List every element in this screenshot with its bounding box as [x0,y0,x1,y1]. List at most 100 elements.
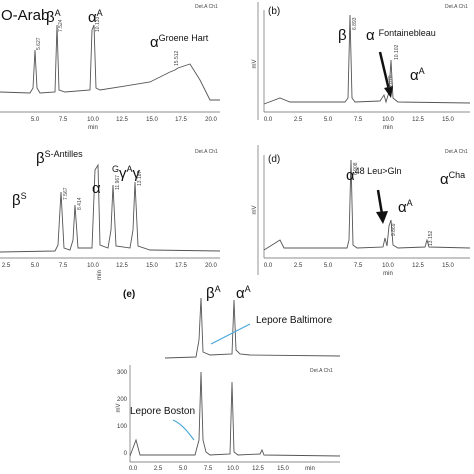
x-tick-label: 7.5 [354,117,363,123]
peak-label: α48 Leu>Gln [346,166,401,184]
panel-e: (e) βA αA Lepore Baltimore Lepore Boston… [116,284,341,472]
peak-label: β [338,27,347,44]
arrow [210,323,251,345]
peak-label: βS-Antilles [36,149,83,167]
x-tick-label: 10.0 [382,117,394,123]
retention-time: 10.102 [394,44,400,60]
x-tick-label: 5.0 [179,466,188,472]
x-tick-label: 12.5 [116,263,128,269]
retention-time: 9.870 [388,75,394,88]
peak-label: βS [12,191,27,209]
arrow [376,189,384,215]
detector: Det.A Ch1 [445,4,468,10]
x-tick-label: 0.0 [264,117,273,123]
peak-label: αA [410,66,425,84]
arrow [378,51,391,91]
x-tick-label: 12.5 [412,263,424,269]
retention-time: 13.152 [428,230,434,246]
peak-label: αGroene Hart [150,33,209,51]
x-tick-label: 10.0 [227,466,239,472]
peak-label: GγAγ [112,164,141,182]
retention-time: 9.869 [391,223,397,236]
detector: Det.A Ch1 [195,4,218,10]
x-tick-label: 5.0 [324,117,333,123]
x-tick-label: 17.5 [175,263,187,269]
x-tick-label: 0.0 [129,466,138,472]
panel-c: βS-Antilles βS α GγAγ 7.567 8.414 11.967… [0,149,221,280]
chromatogram [0,24,220,101]
x-tick-label: 15.0 [146,117,158,123]
y-tick-label: 0 [124,451,128,457]
annotation: Lepore Boston [130,406,195,417]
x-tick-label: 12.5 [116,117,128,123]
chromatogram-upper [164,297,341,359]
x-tick-label: 12.5 [252,466,264,472]
retention-time: 7.524 [58,19,64,32]
x-tick-label: 2.5 [294,263,303,269]
chromatogram [263,14,471,105]
x-tick-label: 2.5 [154,466,163,472]
x-tick-label: 17.5 [175,117,187,123]
retention-time: 5.627 [36,37,42,50]
x-tick-label: 15.0 [442,117,454,123]
retention-time: 15.512 [174,50,180,66]
x-tick-label: 7.5 [204,466,213,472]
x-tick-label: 10.0 [87,263,99,269]
x-tick-label: 20.0 [205,263,217,269]
panel-d: (d) α48 Leu>Gln αA αCha 6.908 9.869 13.1… [252,145,471,277]
arrow [172,419,195,441]
x-tick-label: 15.0 [442,263,454,269]
arrow-head [376,211,388,224]
chromatogram-lower [129,371,341,457]
x-tick-label: 0.0 [264,263,273,269]
panel-label: (e) [123,289,135,300]
retention-time: 7.567 [63,187,69,200]
arrow-head [384,86,393,98]
y-unit: mV [252,60,258,69]
x-unit: min [97,270,103,280]
detector: Det.A Ch1 [195,149,218,155]
peak-label: αA [398,198,413,216]
x-tick-label: 5.0 [31,263,40,269]
peak-label: αA [236,284,251,302]
x-unit: min [383,125,393,131]
panel-b: (b) β α Fontainebleau αA 6.893 9.870 10.1… [252,2,471,131]
peak-label: αA [88,8,103,26]
x-tick-label: 10.0 [87,117,99,123]
annotation: Lepore Baltimore [256,315,333,326]
peak-label: βA [206,284,221,302]
x-tick-label: 7.5 [354,263,363,269]
peak-label: O-Arab [1,7,49,24]
x-tick-label: 2.5 [2,263,11,269]
x-tick-label: 15.0 [277,466,289,472]
peak-label: α [92,180,101,197]
retention-time: 6.893 [352,17,358,30]
x-tick-label: 7.5 [59,263,68,269]
retention-time: 8.414 [77,197,83,210]
retention-time: 11.967 [115,175,121,190]
x-unit: min [383,271,393,277]
panel-label: (b) [268,6,280,17]
panel-a: O-Arab βA αA αGroene Hart 5.627 7.524 10… [0,4,220,131]
peak-label: αCha [440,170,465,188]
retention-time: 10.133 [95,16,101,32]
retention-time: 13.187 [137,170,143,186]
detector: Det.A Ch1 [310,368,333,374]
x-unit: min [305,466,315,472]
x-tick-label: 10.0 [382,263,394,269]
peak-label: βA [46,8,61,26]
x-tick-label: 15.0 [146,263,158,269]
x-tick-label: 7.5 [59,117,68,123]
annotation-box [252,312,340,326]
retention-time: 6.908 [353,162,359,175]
chromatogram [263,159,471,251]
chromatogram [0,163,221,253]
y-unit: mV [252,206,258,215]
y-tick-label: 200 [117,397,128,403]
y-unit: mV [116,404,122,413]
panel-label: (d) [268,154,280,165]
y-tick-label: 300 [117,370,128,376]
x-tick-label: 5.0 [324,263,333,269]
y-tick-label: 100 [117,424,128,430]
